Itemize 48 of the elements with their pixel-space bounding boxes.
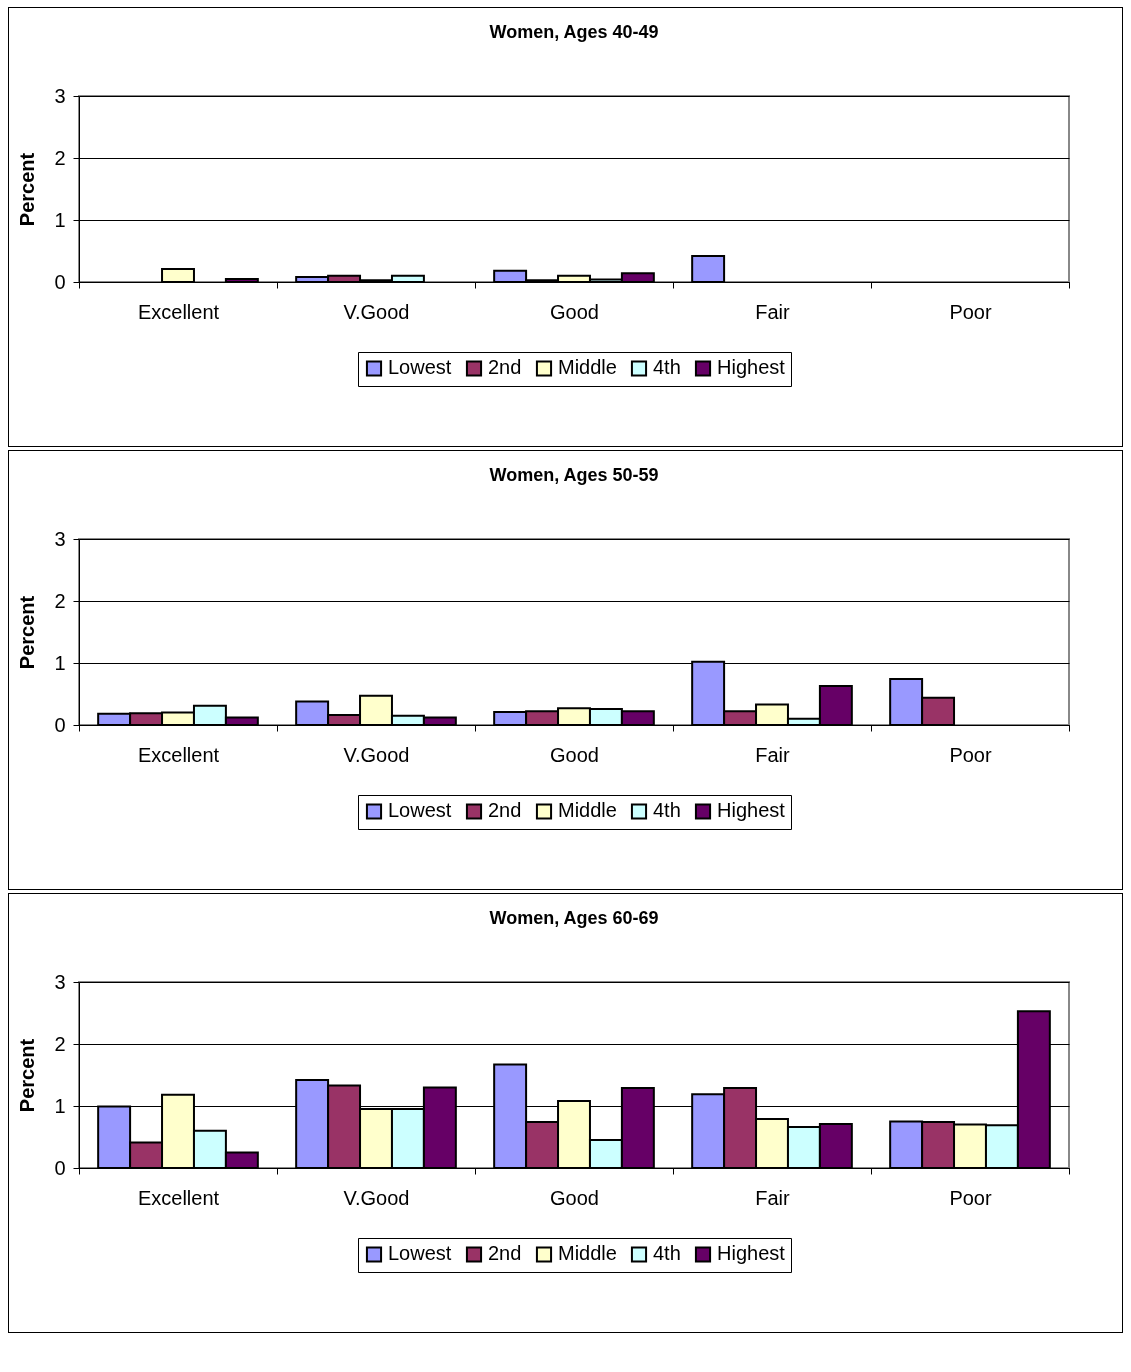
x-tick-label: Good <box>550 1186 599 1209</box>
legend-label: 4th <box>653 356 681 379</box>
y-tick-label: 1 <box>54 651 66 674</box>
legend-label: 2nd <box>488 1242 522 1265</box>
legend-label: Highest <box>717 1242 786 1265</box>
x-tick-label: Good <box>550 743 599 766</box>
x-tick-label: Good <box>550 300 599 323</box>
y-tick-label: 1 <box>54 1094 66 1117</box>
x-tick-label: Fair <box>755 300 791 323</box>
chart-title: Women, Ages 40-49 <box>489 22 659 42</box>
legend-label: Middle <box>558 799 617 822</box>
x-tick-label: Excellent <box>137 300 220 323</box>
y-tick-label: 3 <box>54 527 66 550</box>
y-tick-label: 0 <box>54 713 66 736</box>
legend-label: 4th <box>653 799 681 822</box>
x-tick-label: V.Good <box>343 300 410 323</box>
legend-label: Lowest <box>388 799 452 822</box>
x-tick-label: V.Good <box>343 1186 410 1209</box>
y-tick-label: 2 <box>54 1032 66 1055</box>
x-tick-label: Fair <box>755 1186 791 1209</box>
y-tick-label: 1 <box>54 208 66 231</box>
legend-label: 2nd <box>488 356 522 379</box>
y-tick-label: 2 <box>54 589 66 612</box>
y-tick-label: 3 <box>54 970 66 993</box>
chart-title: Women, Ages 50-59 <box>489 465 659 485</box>
legend-label: 4th <box>653 1242 681 1265</box>
y-axis-title: Percent <box>16 1038 39 1113</box>
y-tick-label: 0 <box>54 270 66 293</box>
x-tick-label: Excellent <box>137 743 220 766</box>
x-tick-label: Fair <box>755 743 791 766</box>
chart-title: Women, Ages 60-69 <box>489 908 659 928</box>
x-tick-label: Poor <box>949 1186 992 1209</box>
y-axis-title: Percent <box>16 152 39 227</box>
y-tick-label: 3 <box>54 84 66 107</box>
y-tick-label: 2 <box>54 146 66 169</box>
legend-label: Highest <box>717 356 786 379</box>
x-tick-label: Poor <box>949 743 992 766</box>
y-tick-label: 0 <box>54 1156 66 1179</box>
legend-label: Middle <box>558 1242 617 1265</box>
legend-label: Lowest <box>388 1242 452 1265</box>
legend-label: Highest <box>717 799 786 822</box>
x-tick-label: Excellent <box>137 1186 220 1209</box>
legend-label: Lowest <box>388 356 452 379</box>
legend-label: Middle <box>558 356 617 379</box>
x-tick-label: Poor <box>949 300 992 323</box>
y-axis-title: Percent <box>16 595 39 670</box>
legend-label: 2nd <box>488 799 522 822</box>
x-tick-label: V.Good <box>343 743 410 766</box>
